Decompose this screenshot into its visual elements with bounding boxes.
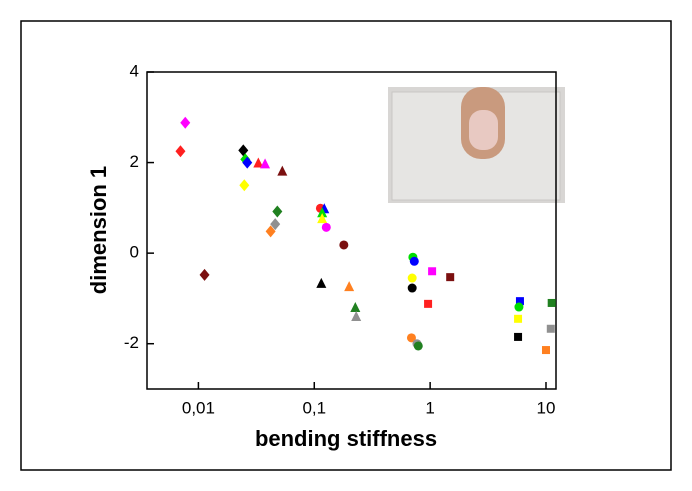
point (413, 341, 423, 351)
y-tick-label: 2 (130, 152, 139, 171)
point (406, 333, 416, 343)
point (515, 297, 524, 306)
point (270, 218, 281, 231)
point (344, 281, 355, 292)
y-tick-label: 4 (130, 61, 139, 80)
x-axis-title: bending stiffness (255, 426, 437, 451)
plot-area (146, 71, 557, 390)
point (339, 240, 349, 250)
point (351, 310, 362, 321)
point (546, 324, 555, 333)
point (446, 273, 455, 282)
y-tick-label: -2 (124, 333, 139, 352)
point (514, 332, 523, 341)
inset-photo (388, 87, 565, 203)
point (238, 144, 249, 157)
point (265, 225, 276, 238)
point (317, 213, 328, 224)
point (514, 302, 524, 312)
x-tick-label: 10 (537, 398, 556, 417)
point (409, 256, 419, 266)
point (317, 207, 328, 218)
point (175, 145, 186, 158)
point (514, 314, 523, 323)
x-tick-label: 0,01 (182, 398, 215, 417)
point (242, 156, 253, 169)
point (321, 222, 331, 232)
x-tick-label: 1 (425, 398, 434, 417)
point (547, 298, 556, 307)
point (316, 277, 327, 288)
point (407, 283, 417, 293)
point (350, 301, 361, 312)
point (541, 346, 550, 355)
y-axis-title: dimension 1 (86, 166, 111, 294)
point (424, 299, 433, 308)
photo-nail (469, 110, 498, 150)
point (407, 273, 417, 283)
point (260, 158, 271, 169)
y-tick-label: 0 (130, 243, 139, 262)
point (180, 116, 191, 129)
point (272, 205, 283, 218)
point (239, 179, 250, 192)
x-tick-label: 0,1 (302, 398, 326, 417)
point (428, 267, 437, 276)
point (253, 157, 264, 168)
point (277, 165, 288, 176)
point (199, 268, 210, 281)
